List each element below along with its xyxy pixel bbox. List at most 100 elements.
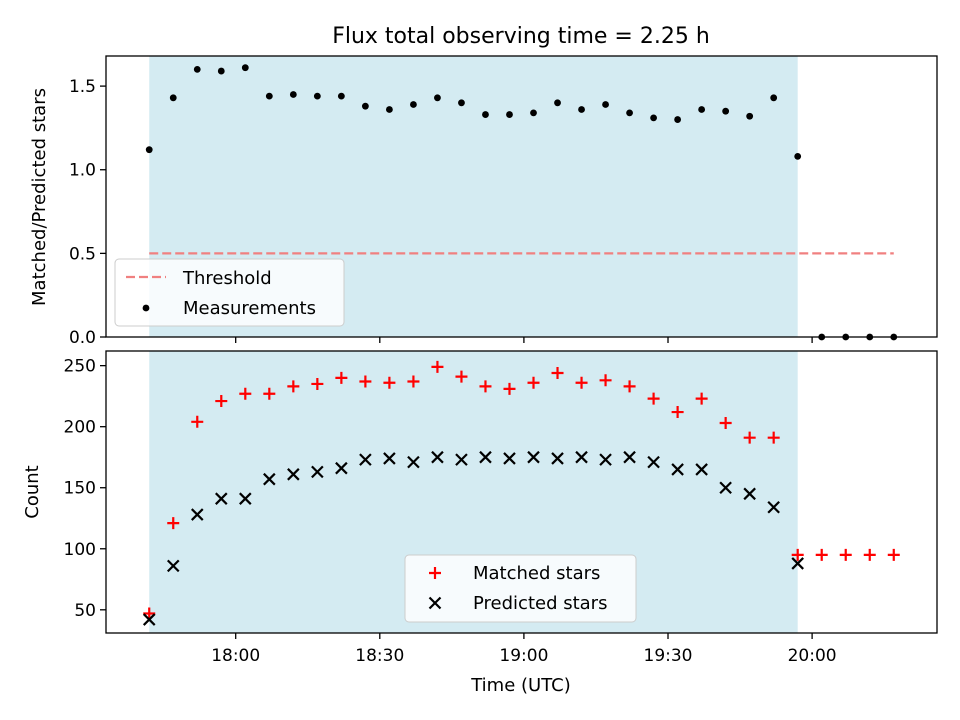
predicted-star-marker [407,455,420,469]
measurement-point [746,112,754,120]
measurement-point [650,114,657,122]
predicted-star-marker [575,450,588,464]
legend-matched-label: Matched stars [473,563,600,584]
predicted-star-marker [791,557,804,570]
matched-star-marker [431,360,444,373]
matched-star-marker [839,548,852,561]
y-tick-label: 250 [64,357,96,377]
predicted-star-marker [671,463,684,476]
star-count-panel: 50 100 150 200 250 18:00 18:30 19:00 19:30 20:00 M… [64,350,938,666]
matched-star-marker [743,431,756,444]
measurement-point [722,107,730,115]
y-tick-label: 150 [64,479,96,499]
measurement-point [626,109,633,117]
flux-ratio-panel: 0.0 0.5 1.0 1.5 Threshold Measurements [69,55,938,348]
predicted-star-marker [335,461,348,475]
x-tick-label: 18:00 [211,646,260,666]
matched-star-marker [719,417,732,430]
legend-box [114,258,345,327]
predicted-star-marker [551,452,564,465]
measurement-point [578,106,585,113]
matched-star-marker [815,548,828,561]
measurement-point [337,92,345,100]
measurement-point [289,91,297,98]
matched-star-marker [479,380,492,393]
matched-star-marker [527,376,540,389]
x-tick-label: 19:00 [499,646,548,666]
matched-star-marker [287,380,300,393]
plot-frame-top [105,55,938,338]
measurement-point [674,116,682,123]
predicted-star-marker [431,450,444,464]
matched-star-marker [215,395,228,408]
y-tick-label: 50 [74,601,96,621]
predicted-star-marker [719,481,732,495]
measurement-point [458,99,465,107]
matched-star-marker [143,607,156,620]
measurement-point [602,101,609,108]
predicted-star-marker [479,450,492,464]
y-tick-label: 1.5 [69,77,96,97]
legend-measurements-label: Measurements [183,298,316,319]
predicted-star-marker [503,452,516,465]
matched-star-marker [311,377,324,390]
predicted-star-marker [239,492,252,505]
x-axis-label: Time (UTC) [470,675,571,696]
measurement-point [265,92,273,100]
matched-star-marker [695,392,708,405]
y-tick-label: 100 [64,540,96,560]
measurement-point [313,92,321,100]
measurement-point [554,99,561,107]
predicted-star-marker [647,455,660,469]
predicted-star-marker [142,613,156,626]
x-tick-label: 20:00 [788,646,837,666]
legend-threshold-label: Threshold [182,268,272,289]
y-tick-label: 0.0 [69,328,96,348]
predicted-star-marker [623,450,636,464]
measurement-point [386,106,393,113]
predicted-star-marker [383,452,396,465]
matched-star-marker [359,375,372,388]
chart-title: Flux total observing time = 2.25 h [332,24,710,49]
plot-frame-bottom [105,350,938,634]
measurement-point [145,146,153,154]
predicted-star-marker [743,487,756,501]
matched-star-marker [407,375,420,388]
predicted-star-marker [215,492,228,505]
measurement-point [698,106,706,113]
legend-bottom: Matched stars Predicted stars [404,554,637,623]
matched-star-marker [335,371,348,384]
legend-box [404,554,637,623]
predicted-star-marker [599,453,612,466]
matched-star-marker [767,431,780,444]
matched-star-marker [575,376,588,389]
matched-star-marker [887,548,900,561]
matched-star-marker [167,517,180,530]
measurement-point [241,64,249,72]
predicted-star-marker [190,508,204,521]
matched-star-marker [623,380,636,393]
measurement-point [770,94,778,102]
measurement-point [482,111,489,118]
y-tick-label: 1.0 [69,161,96,181]
predicted-star-marker [359,453,372,466]
predicted-star-marker [263,472,276,486]
measurement-point [217,67,225,75]
matched-star-marker [239,387,252,400]
measurement-point [361,102,369,110]
matched-star-marker [191,415,204,428]
predicted-star-marker [695,463,708,476]
matched-star-marker [791,548,804,561]
matched-star-marker [647,392,660,405]
legend-top: Threshold Measurements [114,258,345,327]
measurement-point [530,109,537,117]
legend-predicted-label: Predicted stars [473,593,607,614]
x-tick-label: 18:30 [355,646,404,666]
matched-star-marker [503,382,516,395]
matched-star-marker [671,406,684,419]
measurement-point [193,65,201,73]
matched-star-marker [383,376,396,389]
y-tick-label: 200 [64,418,96,438]
predicted-star-marker [455,453,468,466]
predicted-star-marker [767,500,780,514]
